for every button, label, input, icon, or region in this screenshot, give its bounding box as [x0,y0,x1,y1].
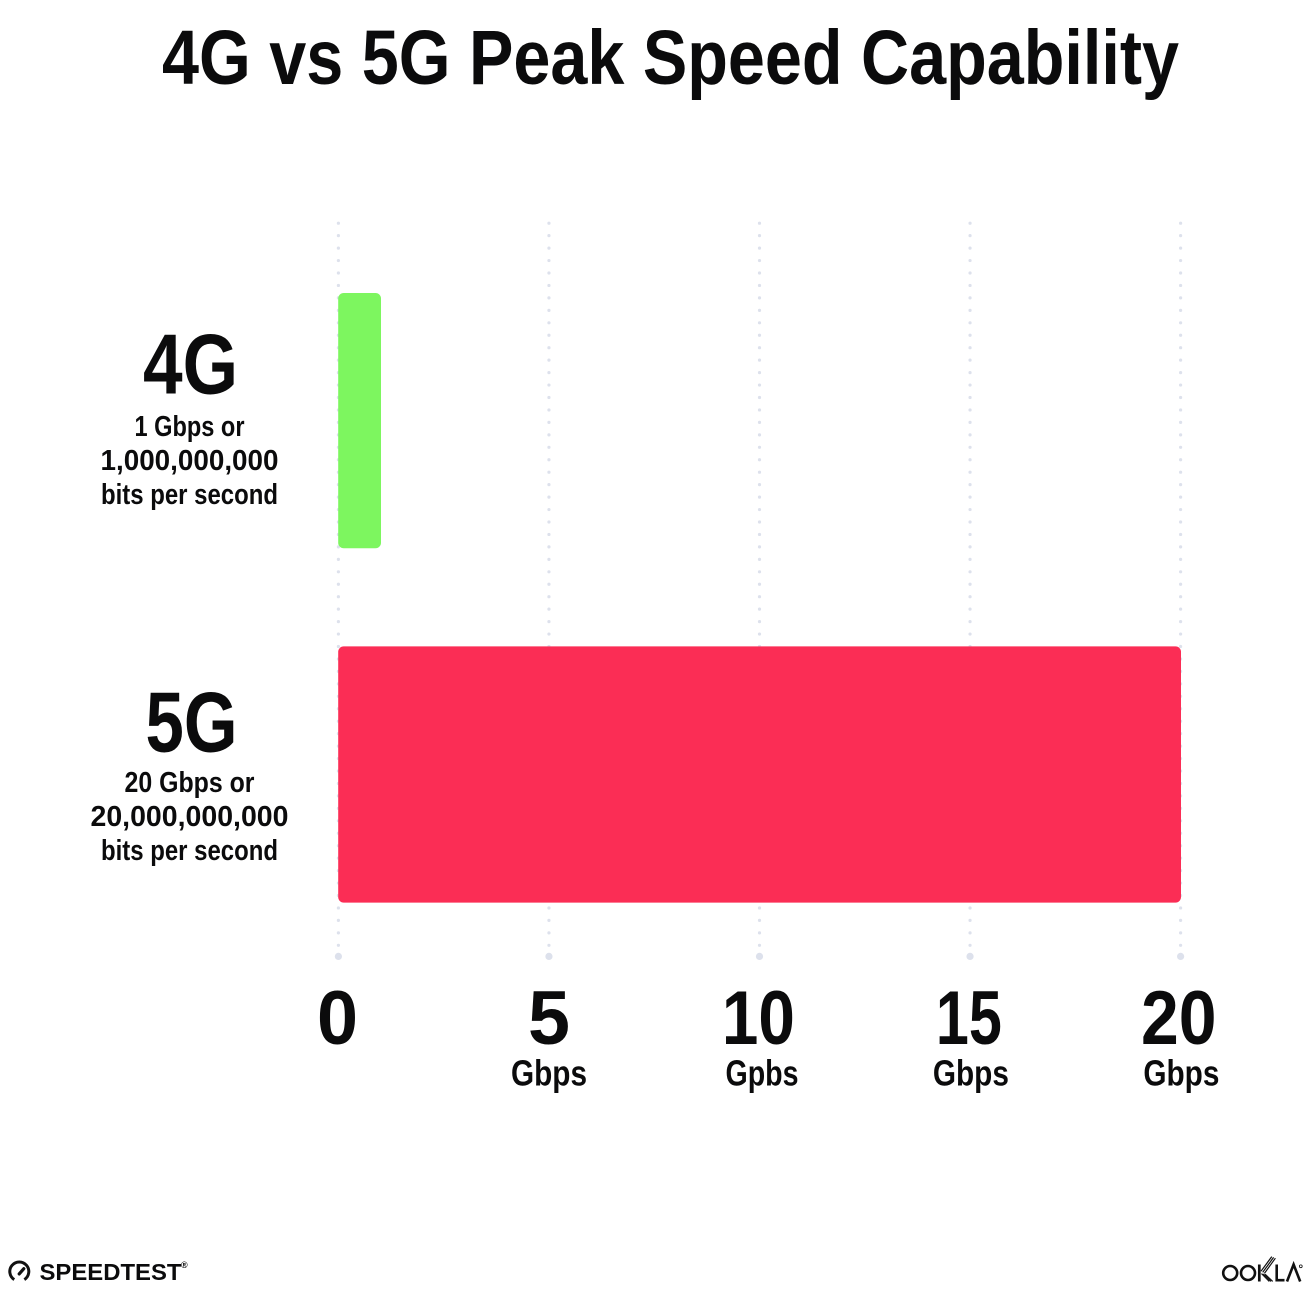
svg-text:Gpbs: Gpbs [726,1053,799,1094]
svg-text:4G: 4G [143,318,238,413]
svg-text:5G: 5G [146,676,238,771]
svg-text:Gbps: Gbps [511,1053,587,1094]
svg-text:SPEEDTEST: SPEEDTEST [40,1259,183,1285]
svg-text:20,000,000,000: 20,000,000,000 [91,801,289,833]
svg-text:10: 10 [722,976,795,1061]
svg-text:bits per second: bits per second [101,835,278,867]
svg-text:15: 15 [936,976,1002,1061]
svg-text:20: 20 [1141,976,1217,1061]
svg-text:®: ® [181,1260,188,1270]
svg-text:1,000,000,000: 1,000,000,000 [101,445,279,477]
svg-text:1 Gbps or: 1 Gbps or [135,411,245,443]
svg-text:0: 0 [317,976,358,1061]
svg-text:Gbps: Gbps [1143,1053,1219,1094]
svg-text:bits per second: bits per second [101,479,278,511]
svg-text:Gbps: Gbps [933,1053,1009,1094]
svg-text:5: 5 [528,976,570,1061]
svg-text:20 Gbps or: 20 Gbps or [125,767,255,799]
svg-text:4G vs 5G Peak Speed Capability: 4G vs 5G Peak Speed Capability [162,15,1179,101]
